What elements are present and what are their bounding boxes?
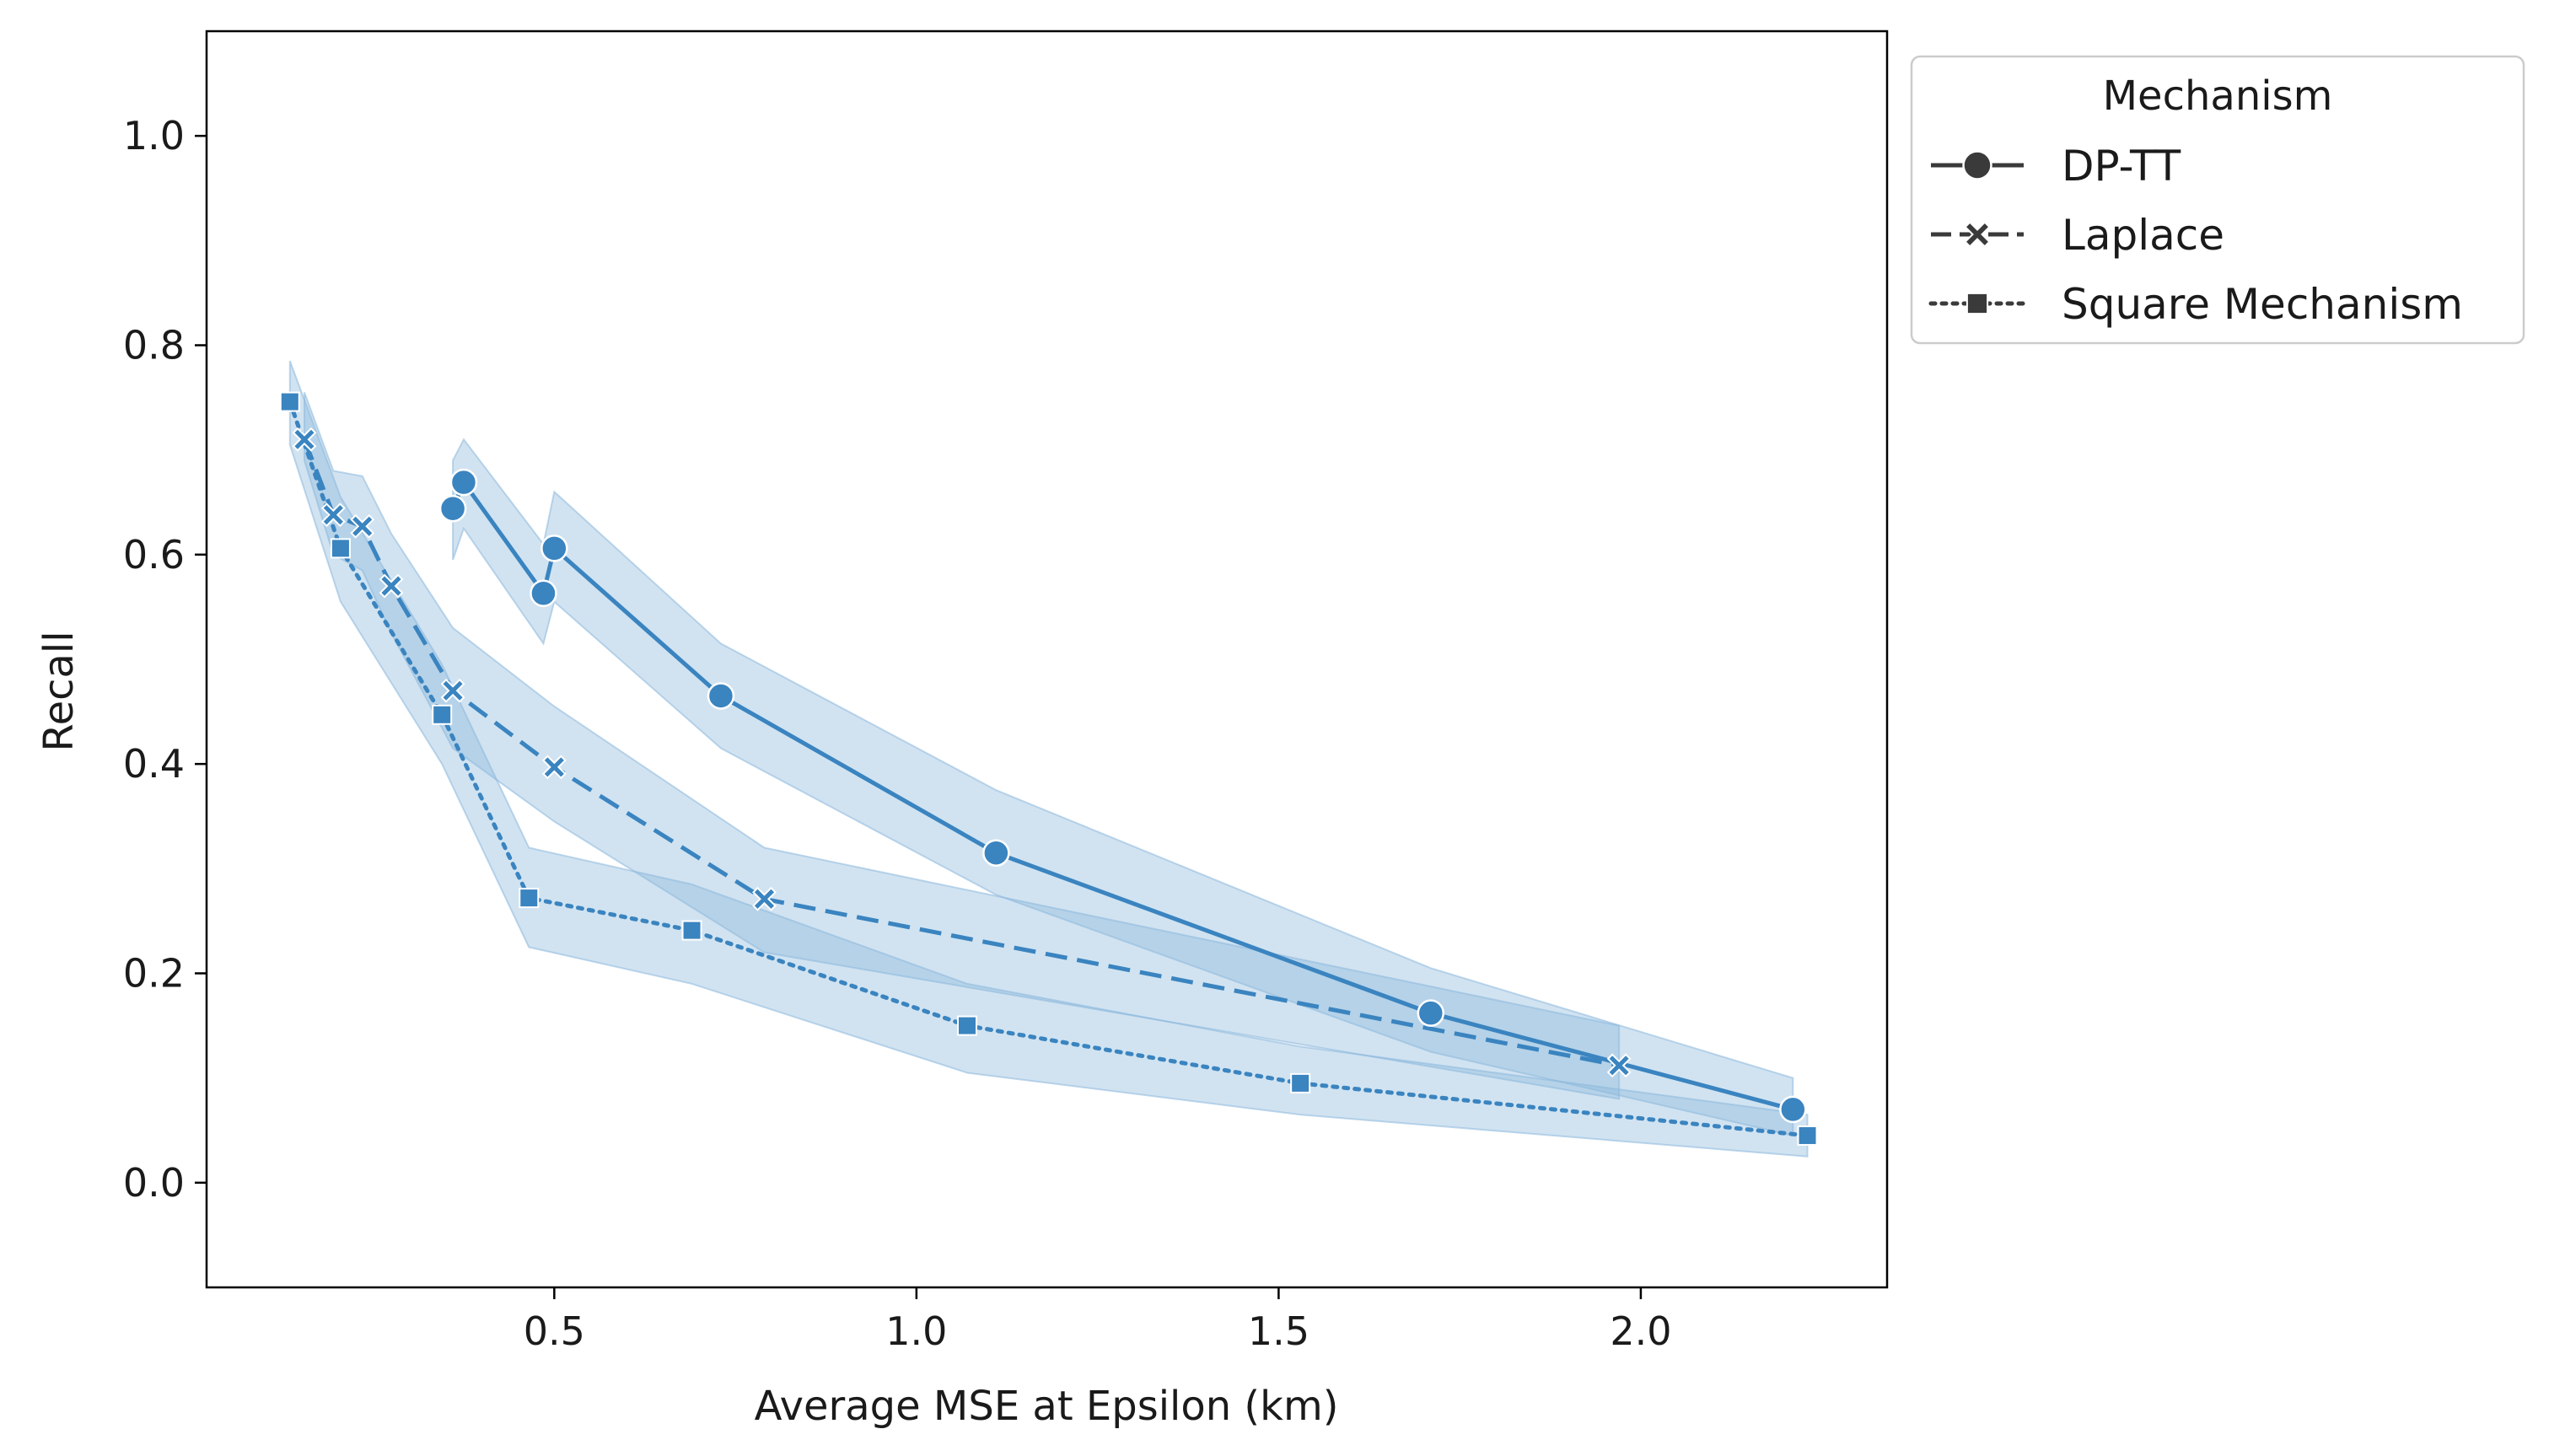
point-square-mechanism-5 [957,1015,978,1036]
point-square-mechanism-0 [279,391,300,412]
x-tick-label: 1.5 [1248,1308,1309,1354]
point-laplace-3 [379,573,404,599]
legend-marker-laplace [1964,221,1991,248]
y-tick-label: 0.0 [123,1160,185,1206]
y-tick-label: 0.2 [123,951,185,997]
point-dp-tt-2 [530,579,557,608]
line-dp-tt [450,480,1793,1112]
line-square-mechanism [288,400,1810,1138]
point-laplace-7 [1606,1053,1632,1078]
point-square-mechanism-3 [519,888,540,909]
x-tick-label: 0.5 [524,1308,585,1354]
legend-frame [1910,55,2525,345]
band-square-mechanism [288,360,1809,1158]
point-dp-tt-6 [1417,999,1445,1027]
y-tick-label: 0.4 [123,741,185,787]
legend-label-square-mechanism: Square Mechanism [2062,280,2463,329]
x-tick-label: 1.0 [885,1308,947,1354]
x-tick-label: 2.0 [1610,1308,1671,1354]
point-dp-tt-4 [707,682,735,710]
point-square-mechanism-4 [681,920,702,941]
plot-area-frame [205,30,1889,1289]
point-dp-tt-7 [1779,1095,1807,1124]
legend: Mechanism DP-TT Laplace Square Mechanism [1910,55,2525,345]
point-square-mechanism-1 [330,538,351,559]
x-axis-label: Average MSE at Epsilon (km) [755,1383,1339,1430]
legend-items: DP-TT Laplace Square Mechanism [1928,142,2463,329]
point-dp-tt-1 [449,468,478,497]
point-square-mechanism-6 [1290,1072,1311,1093]
point-laplace-6 [752,886,777,911]
legend-label-dp-tt: DP-TT [2062,142,2181,191]
confidence-bands [288,360,1809,1158]
y-tick-label: 0.6 [123,532,185,578]
point-dp-tt-5 [982,839,1010,867]
legend-label-laplace: Laplace [2062,211,2224,260]
legend-marker-dp-tt [1962,150,1992,180]
y-tick-label: 1.0 [123,113,185,158]
point-square-mechanism-7 [1797,1125,1818,1146]
point-square-mechanism-2 [432,704,453,725]
legend-title: Mechanism [2103,73,2333,120]
x-axis-ticks: 0.5 1.0 1.5 2.0 [524,1287,1672,1354]
point-dp-tt-0 [438,494,467,523]
point-laplace-0 [292,427,317,452]
point-laplace-1 [320,502,346,528]
point-laplace-5 [541,755,567,780]
point-laplace-4 [440,678,465,703]
y-axis-ticks: 0.0 0.2 0.4 0.6 0.8 1.0 [123,113,207,1206]
point-laplace-2 [350,513,375,539]
legend-marker-square-mechanism [1966,292,1989,315]
y-axis-label: Recall [35,631,83,751]
series-markers [279,391,1818,1146]
y-tick-label: 0.8 [123,323,185,368]
point-dp-tt-3 [540,535,568,562]
